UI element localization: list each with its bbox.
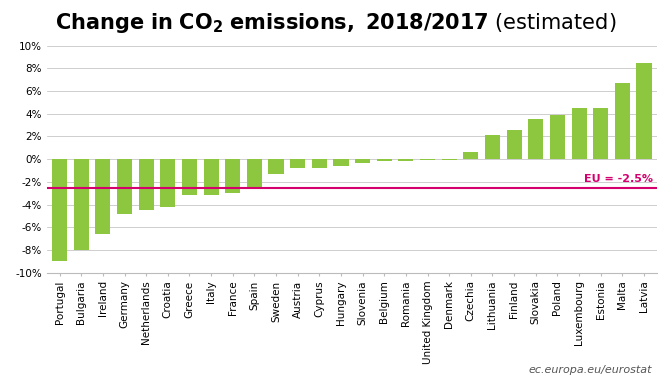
Bar [333,159,349,166]
Bar [550,115,565,159]
Bar [571,108,587,159]
Bar [269,159,284,174]
Bar [398,159,413,161]
Bar [442,159,457,160]
Bar [463,152,478,159]
Bar [312,159,327,168]
Bar [528,119,544,159]
Text: EU = -2.5%: EU = -2.5% [584,174,653,184]
Bar [485,135,500,159]
Bar [225,159,241,193]
Bar [247,159,262,189]
Bar [138,159,154,210]
Text: ec.europa.eu/eurostat: ec.europa.eu/eurostat [528,365,652,375]
Bar [52,159,67,262]
Bar [182,159,197,196]
Bar [507,130,521,159]
Bar [636,63,652,159]
Bar [204,159,218,196]
Text: $\bf{Change\ in\ CO_2\ emissions,\ 2018/2017}$ (estimated): $\bf{Change\ in\ CO_2\ emissions,\ 2018/… [55,11,617,35]
Bar [355,159,370,163]
Bar [74,159,89,250]
Bar [593,108,608,159]
Bar [377,159,392,161]
Bar [95,159,110,234]
Bar [117,159,132,214]
Bar [290,159,305,168]
Bar [615,83,630,159]
Bar [160,159,175,207]
Bar [420,159,435,160]
